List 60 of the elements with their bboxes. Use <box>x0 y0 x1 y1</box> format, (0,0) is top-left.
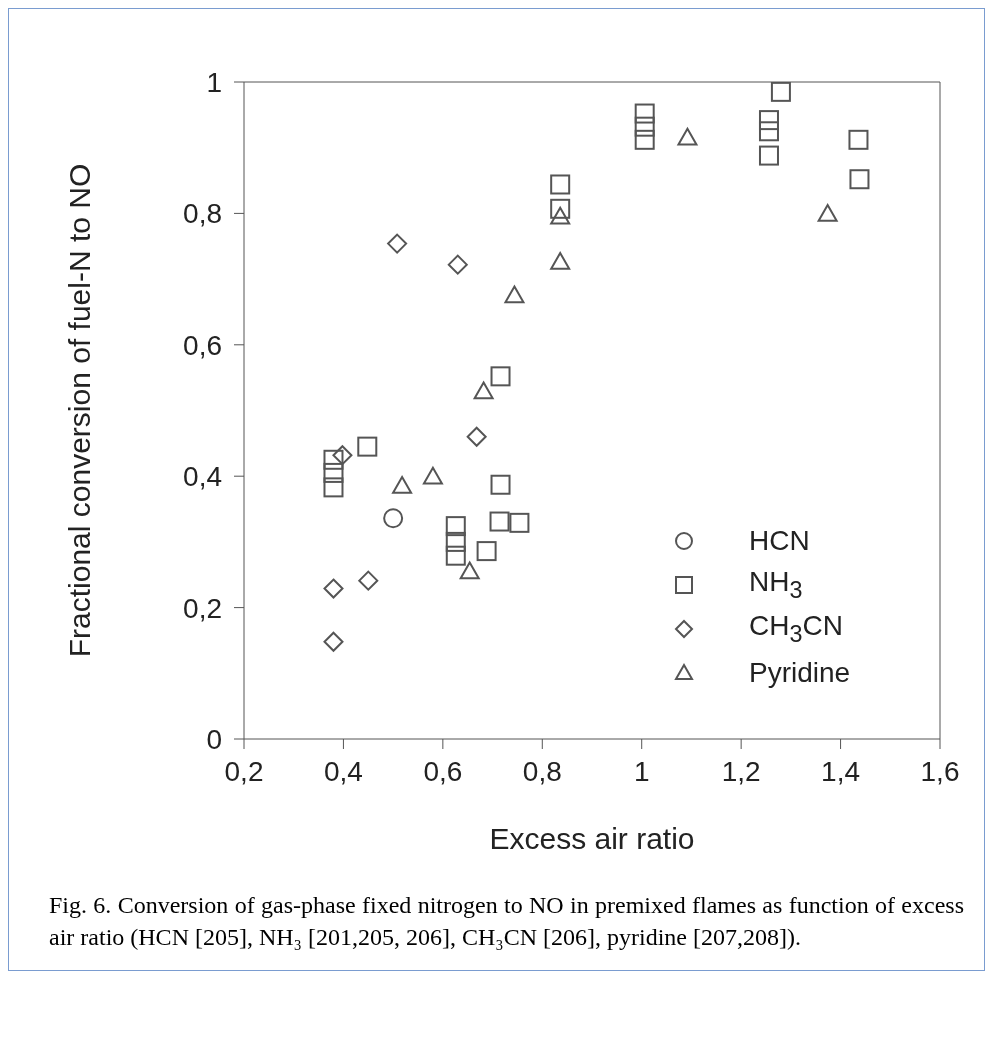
point <box>550 206 571 225</box>
point <box>466 426 487 447</box>
point <box>504 285 525 304</box>
point <box>358 570 379 591</box>
x-tick-label: 0,6 <box>423 755 463 787</box>
point <box>422 466 443 485</box>
point <box>758 110 779 131</box>
legend-label: CH$_{3}$CN <box>749 610 843 648</box>
legend-label: Pyridine <box>749 657 851 689</box>
legend-label: NH$_{3}$ <box>749 566 803 604</box>
point <box>445 531 466 552</box>
y-axis-title: Fractional conversion of fuel-N to NO <box>62 163 96 658</box>
point <box>550 252 571 270</box>
point <box>758 121 779 142</box>
point <box>489 511 510 532</box>
point <box>848 129 869 150</box>
point <box>634 103 655 124</box>
point <box>634 129 655 150</box>
point <box>387 233 408 254</box>
y-tick-label: 0,6 <box>183 329 222 361</box>
point <box>459 561 480 580</box>
y-tick-label: 0 <box>206 723 222 755</box>
x-tick-label: 1 <box>633 755 650 787</box>
point <box>323 578 344 599</box>
point <box>550 174 571 195</box>
point <box>634 116 655 137</box>
x-tick-label: 1,4 <box>821 755 861 787</box>
point <box>770 82 791 102</box>
x-tick-label: 0,4 <box>323 755 363 787</box>
point <box>447 254 468 275</box>
y-tick-label: 0,8 <box>183 198 222 230</box>
point <box>445 545 466 566</box>
point <box>323 449 344 470</box>
point <box>445 516 466 537</box>
x-tick-label: 1,2 <box>721 755 761 787</box>
point <box>323 477 344 498</box>
y-tick-label: 0,2 <box>183 592 222 624</box>
point <box>383 508 404 529</box>
point <box>332 445 353 466</box>
point <box>473 381 494 400</box>
caption: Fig. 6. Conversion of gas-phase fixed nitrogen to NO in premixed flames as function of excess air ratio (HCN [205], NH₃ [201,205, 206], CH₃CN [206], pyridine [207,208]). <box>49 891 964 953</box>
point <box>357 436 378 457</box>
x-axis-title: Excess air ratio <box>489 822 695 855</box>
y-tick-label: 0,4 <box>183 461 222 493</box>
point <box>490 366 511 387</box>
point <box>550 198 571 219</box>
point <box>323 631 344 652</box>
point <box>677 127 698 146</box>
point <box>476 541 497 562</box>
x-tick-label: 1,6 <box>920 755 960 787</box>
point <box>849 169 870 190</box>
point <box>758 145 779 166</box>
point <box>490 474 511 495</box>
point <box>323 462 344 483</box>
y-tick-label: 1 <box>206 66 222 98</box>
point <box>392 476 413 494</box>
point <box>817 204 838 222</box>
x-tick-label: 0,8 <box>522 755 562 787</box>
point <box>509 512 530 533</box>
legend-label: HCN <box>749 525 810 557</box>
